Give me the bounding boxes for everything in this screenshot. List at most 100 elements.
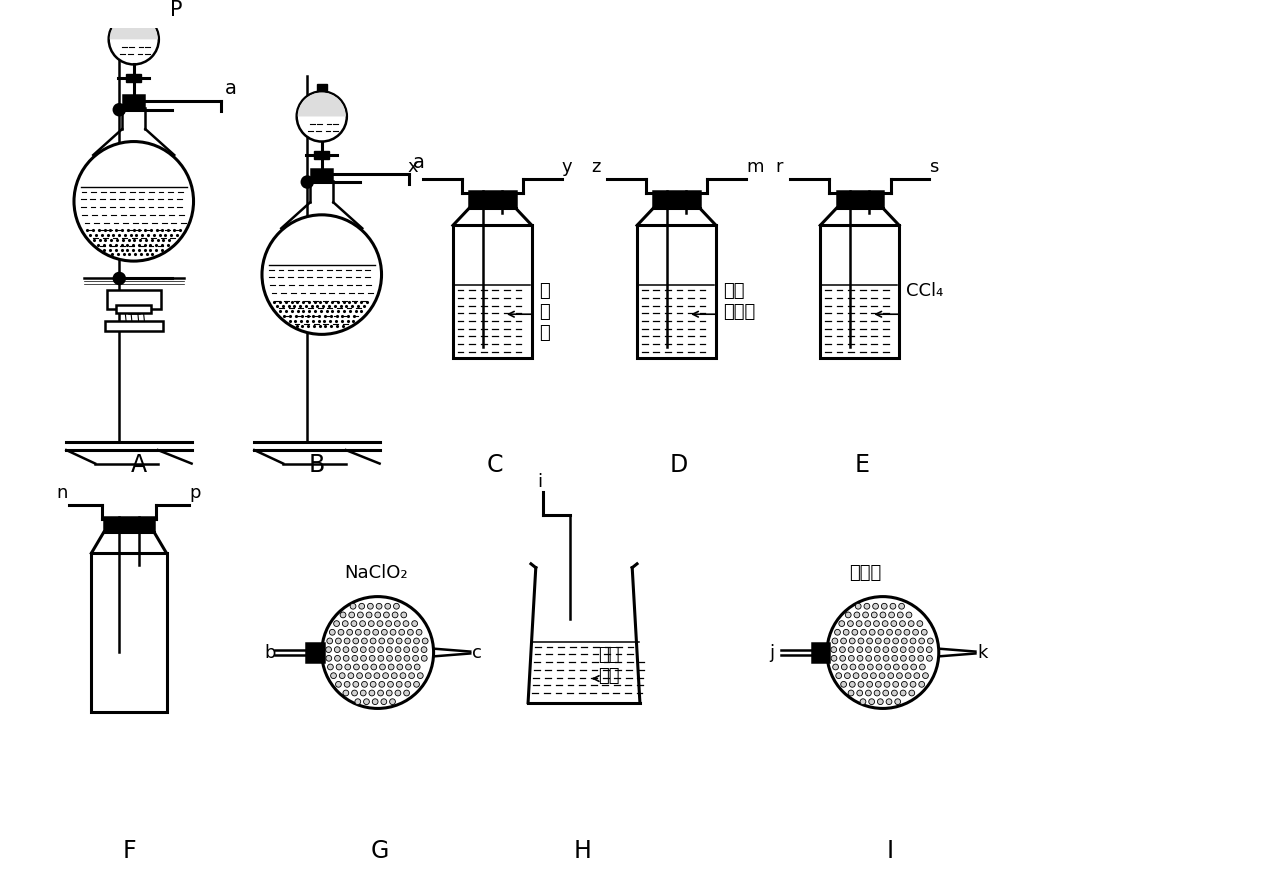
Circle shape bbox=[326, 656, 332, 661]
Circle shape bbox=[356, 630, 361, 636]
Text: 烧碱: 烧碱 bbox=[598, 645, 620, 664]
Circle shape bbox=[849, 638, 856, 644]
Circle shape bbox=[836, 673, 842, 679]
Wedge shape bbox=[110, 16, 158, 40]
Circle shape bbox=[922, 630, 927, 636]
Circle shape bbox=[882, 647, 889, 652]
Circle shape bbox=[399, 630, 404, 636]
Circle shape bbox=[380, 665, 385, 670]
Circle shape bbox=[352, 690, 357, 696]
Circle shape bbox=[848, 647, 854, 652]
Bar bbox=[314, 152, 329, 160]
Circle shape bbox=[831, 647, 836, 652]
Circle shape bbox=[414, 665, 419, 670]
Circle shape bbox=[381, 630, 388, 636]
Circle shape bbox=[405, 638, 411, 644]
Circle shape bbox=[372, 699, 379, 705]
Circle shape bbox=[405, 681, 411, 687]
Circle shape bbox=[884, 656, 889, 661]
Circle shape bbox=[866, 656, 872, 661]
Circle shape bbox=[397, 638, 402, 644]
Circle shape bbox=[843, 630, 849, 636]
Circle shape bbox=[884, 638, 890, 644]
Circle shape bbox=[348, 673, 353, 679]
Circle shape bbox=[839, 647, 845, 652]
Text: I: I bbox=[887, 838, 894, 862]
Circle shape bbox=[381, 699, 386, 705]
Text: p: p bbox=[190, 484, 201, 501]
Circle shape bbox=[878, 630, 884, 636]
Circle shape bbox=[884, 681, 890, 687]
Circle shape bbox=[900, 690, 907, 696]
Circle shape bbox=[868, 699, 875, 705]
Circle shape bbox=[112, 272, 126, 286]
Circle shape bbox=[892, 681, 899, 687]
Circle shape bbox=[913, 630, 918, 636]
Circle shape bbox=[368, 690, 375, 696]
Circle shape bbox=[400, 673, 405, 679]
Circle shape bbox=[344, 665, 351, 670]
Text: z: z bbox=[592, 158, 601, 176]
Circle shape bbox=[386, 656, 393, 661]
Bar bbox=[129, 8, 139, 15]
Text: 硫: 硫 bbox=[538, 303, 550, 320]
Circle shape bbox=[859, 665, 864, 670]
Circle shape bbox=[362, 638, 367, 644]
Circle shape bbox=[867, 665, 873, 670]
Circle shape bbox=[330, 673, 337, 679]
Circle shape bbox=[875, 656, 880, 661]
Text: 酸: 酸 bbox=[538, 324, 550, 342]
Circle shape bbox=[886, 699, 892, 705]
Circle shape bbox=[877, 699, 884, 705]
Bar bbox=[638, 227, 717, 359]
Circle shape bbox=[413, 681, 419, 687]
Circle shape bbox=[393, 612, 398, 618]
Circle shape bbox=[901, 681, 908, 687]
Circle shape bbox=[914, 673, 919, 679]
Circle shape bbox=[386, 690, 393, 696]
Circle shape bbox=[858, 681, 864, 687]
Circle shape bbox=[395, 647, 400, 652]
Bar bbox=[811, 644, 829, 662]
Text: x: x bbox=[408, 158, 418, 176]
Circle shape bbox=[927, 638, 933, 644]
Circle shape bbox=[887, 673, 894, 679]
Bar bbox=[653, 191, 700, 209]
Circle shape bbox=[895, 699, 900, 705]
Circle shape bbox=[349, 612, 354, 618]
Circle shape bbox=[382, 673, 389, 679]
Circle shape bbox=[388, 638, 394, 644]
Circle shape bbox=[377, 656, 384, 661]
Circle shape bbox=[370, 681, 376, 687]
Text: B: B bbox=[309, 453, 325, 477]
Circle shape bbox=[379, 638, 385, 644]
Circle shape bbox=[394, 621, 400, 627]
Circle shape bbox=[870, 630, 875, 636]
Circle shape bbox=[421, 656, 427, 661]
Circle shape bbox=[337, 665, 342, 670]
Circle shape bbox=[833, 665, 839, 670]
Text: n: n bbox=[56, 484, 68, 501]
Circle shape bbox=[395, 690, 400, 696]
Circle shape bbox=[919, 665, 926, 670]
Circle shape bbox=[353, 665, 360, 670]
Circle shape bbox=[873, 621, 880, 627]
Text: 浓: 浓 bbox=[538, 282, 550, 299]
Text: 溶液: 溶液 bbox=[598, 666, 620, 685]
Text: NaClO₂: NaClO₂ bbox=[344, 564, 408, 581]
Circle shape bbox=[343, 690, 349, 696]
Circle shape bbox=[339, 673, 346, 679]
Circle shape bbox=[362, 665, 368, 670]
Circle shape bbox=[872, 604, 878, 609]
Circle shape bbox=[876, 665, 882, 670]
Circle shape bbox=[857, 690, 863, 696]
Circle shape bbox=[909, 690, 914, 696]
Bar bbox=[107, 291, 161, 310]
Circle shape bbox=[844, 673, 850, 679]
Circle shape bbox=[875, 690, 880, 696]
Circle shape bbox=[326, 638, 333, 644]
Circle shape bbox=[386, 647, 393, 652]
Circle shape bbox=[366, 612, 372, 618]
Circle shape bbox=[372, 630, 379, 636]
Circle shape bbox=[867, 638, 872, 644]
